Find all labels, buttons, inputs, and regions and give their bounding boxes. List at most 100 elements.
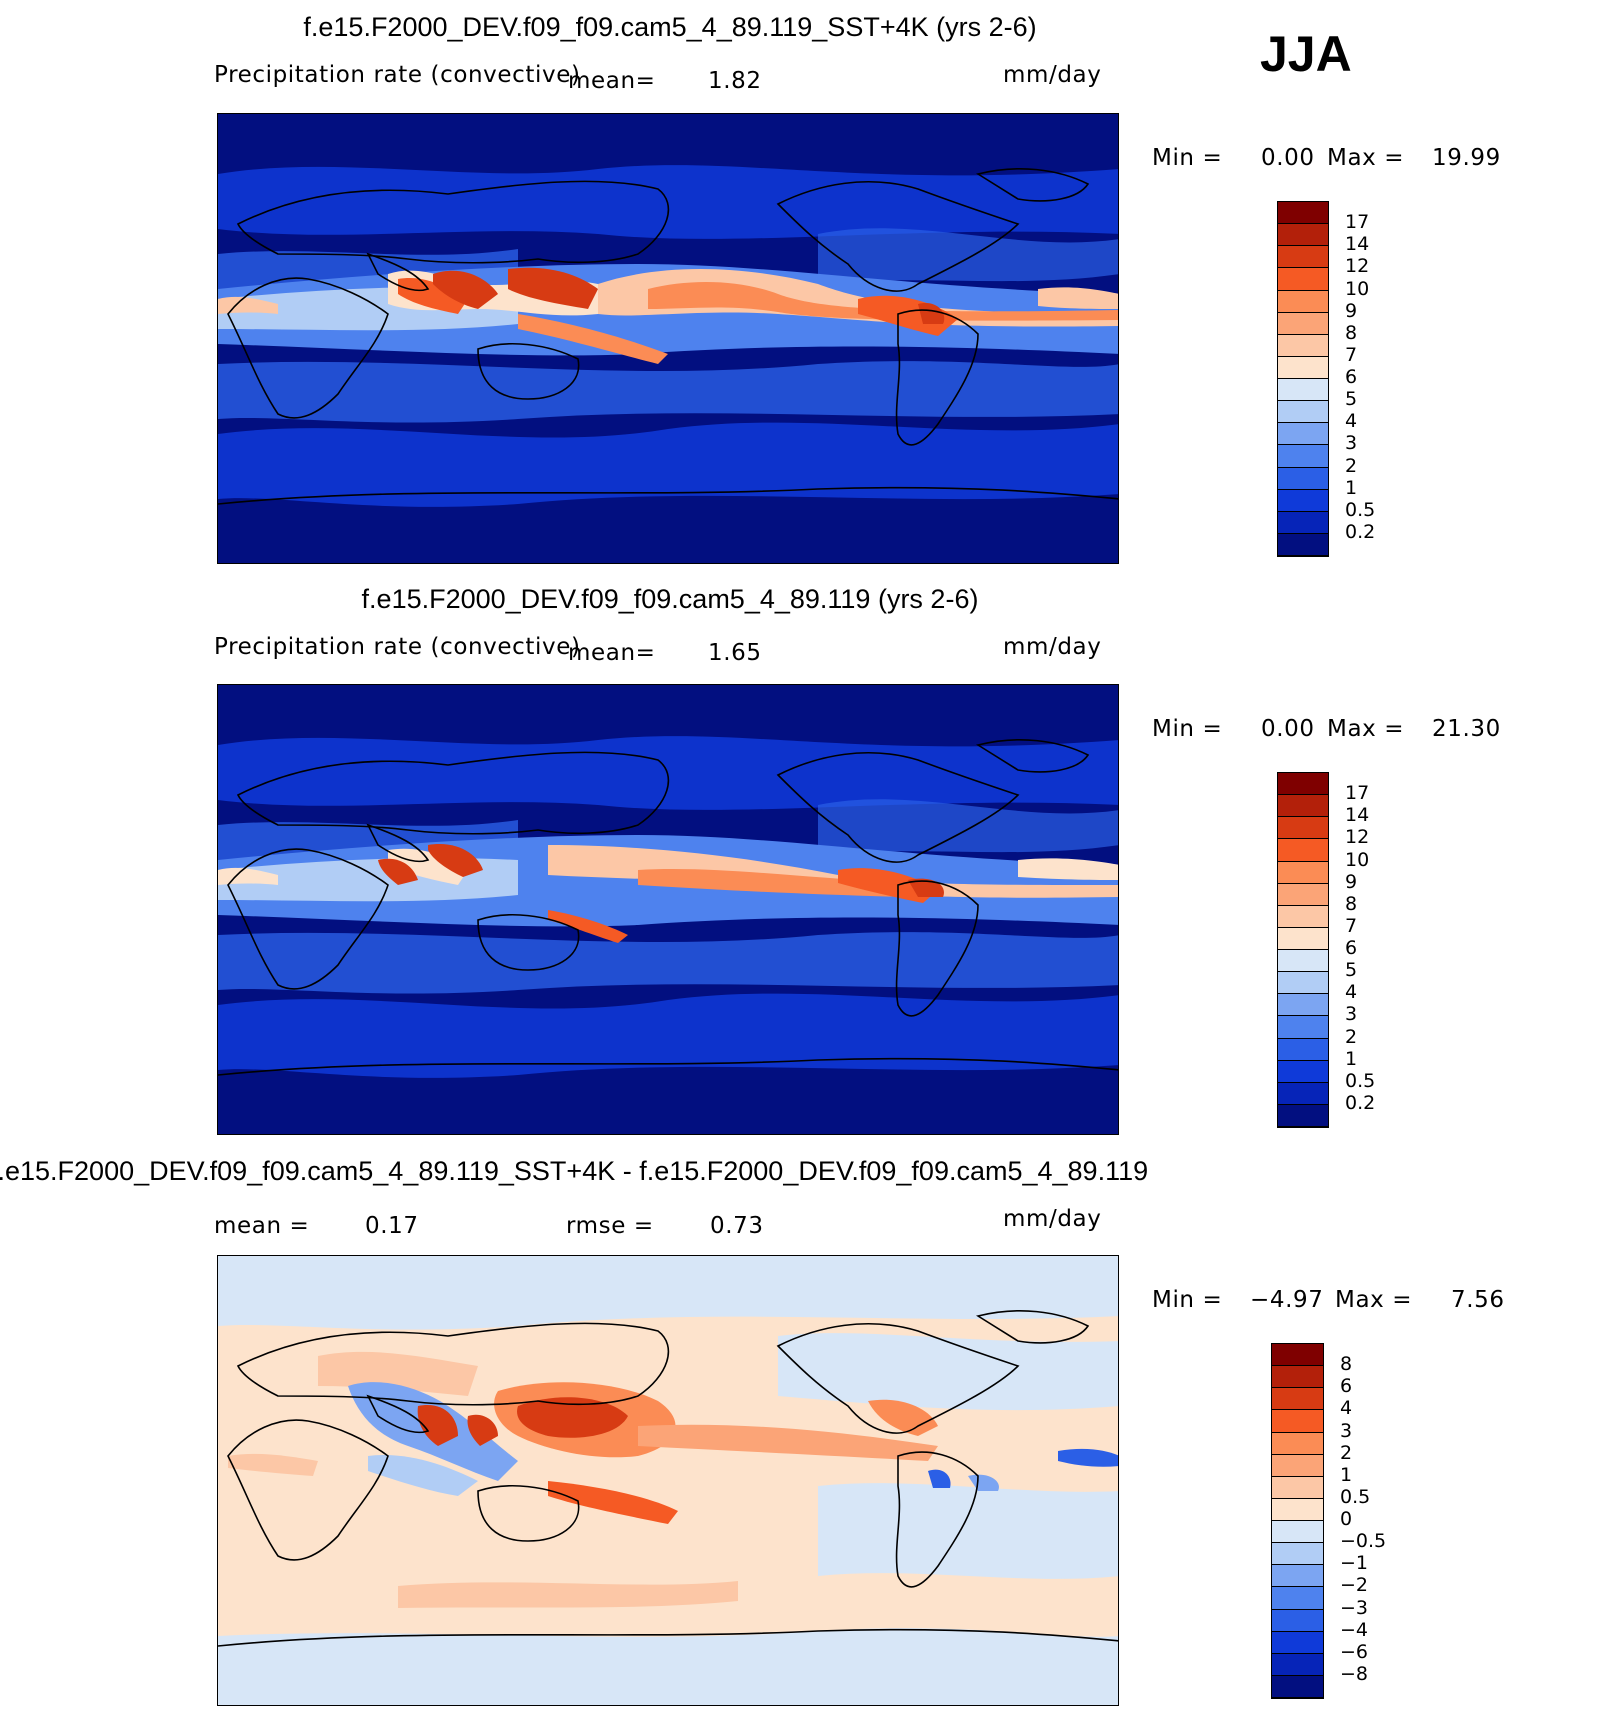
colorbar-tick-label: 5 [1345,959,1358,982]
precip-field [218,736,1118,1078]
colorbar-swatch [1278,1082,1328,1105]
colorbar-swatch [1272,1344,1323,1367]
panel-2-min-label: Min = [1152,716,1223,742]
colorbar-swatch [1278,467,1328,490]
colorbar-swatch [1272,1432,1323,1455]
colorbar-tick-label: 10 [1345,277,1370,300]
panel-3-min-value: −4.97 [1250,1287,1324,1313]
panel-1-mean-value: 1.82 [708,68,762,94]
colorbar-swatch [1278,1104,1328,1127]
colorbar-tick-label: 3 [1345,1003,1358,1026]
panel-2-mean-label: mean= [568,640,656,666]
colorbar-swatch [1278,883,1328,906]
colorbar-swatch [1278,950,1328,973]
season-label: JJA [1260,26,1352,82]
colorbar-swatch [1278,202,1328,225]
difference-field [218,1256,1118,1705]
panel-3-mean-label: mean = [214,1213,310,1239]
colorbar-swatch [1278,927,1328,950]
panel-2-mean-value: 1.65 [708,640,762,666]
panel-3-max-value: 7.56 [1451,1287,1505,1313]
panel-3-max-label: Max = [1335,1287,1413,1313]
colorbar-tick-label: −2 [1340,1574,1369,1597]
colorbar-swatch [1272,1366,1323,1389]
panel-1-variable: Precipitation rate (convective) [214,62,581,88]
colorbar-swatch [1272,1631,1323,1654]
colorbar-tick-label: 4 [1345,981,1358,1004]
colorbar-swatch [1272,1543,1323,1566]
colorbar-swatch [1278,445,1328,468]
colorbar-swatch [1272,1476,1323,1499]
colorbar-swatch [1278,334,1328,357]
colorbar-swatch [1278,994,1328,1017]
panel-2-units: mm/day [1003,634,1102,660]
panel-2-max-value: 21.30 [1432,716,1501,742]
colorbar-tick-label: 3 [1340,1419,1353,1442]
panel-2-min-value: 0.00 [1261,716,1315,742]
colorbar-tick-label: 12 [1345,826,1370,849]
colorbar-tick-label: 5 [1345,388,1358,411]
panel-3-mean-value: 0.17 [365,1213,419,1239]
colorbar-tick-label: 9 [1345,299,1358,322]
panel-2-map [217,684,1119,1135]
colorbar-swatch [1278,290,1328,313]
colorbar-tick-label: 2 [1345,1025,1358,1048]
colorbar-swatch [1278,312,1328,335]
colorbar-swatch [1278,533,1328,556]
panel-1-mean-label: mean= [568,68,656,94]
colorbar-tick-label: 1 [1340,1463,1353,1486]
colorbar-tick-label: 2 [1345,454,1358,477]
panel-1-map [217,113,1119,564]
panel-1-title: f.e15.F2000_DEV.f09_f09.cam5_4_89.119_SS… [303,12,1037,42]
colorbar-tick-label: 8 [1340,1353,1353,1376]
panel-1-max-value: 19.99 [1432,145,1501,171]
colorbar-swatch [1278,489,1328,512]
colorbar-tick-label: 7 [1345,343,1358,366]
colorbar-tick-label: 14 [1345,804,1370,827]
panel-3-title: f.e15.F2000_DEV.f09_f09.cam5_4_89.119_SS… [0,1156,1149,1186]
panel-2-colorbar [1277,772,1329,1128]
colorbar-tick-label: 7 [1345,914,1358,937]
colorbar-swatch [1272,1410,1323,1433]
colorbar-swatch [1272,1587,1323,1610]
colorbar-swatch [1278,861,1328,884]
colorbar-swatch [1278,905,1328,928]
panel-1-min-label: Min = [1152,145,1223,171]
colorbar-swatch [1278,224,1328,247]
colorbar-swatch [1272,1675,1323,1698]
colorbar-tick-label: 8 [1345,892,1358,915]
colorbar-tick-label: 6 [1340,1375,1353,1398]
panel-3-rmse-label: rmse = [566,1213,654,1239]
colorbar-tick-label: 6 [1345,937,1358,959]
panel-3-rmse-value: 0.73 [710,1213,764,1239]
panel-2-variable: Precipitation rate (convective) [214,634,581,660]
colorbar-tick-label: 0.5 [1345,498,1376,521]
colorbar-swatch [1272,1454,1323,1477]
colorbar-swatch [1278,1060,1328,1083]
panel-3-min-label: Min = [1152,1287,1223,1313]
colorbar-swatch [1278,817,1328,840]
panel-1-max-label: Max = [1327,145,1405,171]
panel-3-map [217,1255,1119,1706]
colorbar-swatch [1278,1016,1328,1039]
colorbar-tick-label: 6 [1345,366,1358,388]
coastlines [218,168,1118,505]
colorbar-swatch [1272,1388,1323,1411]
colorbar-tick-label: 1 [1345,1047,1358,1070]
colorbar-swatch [1278,972,1328,995]
colorbar-swatch [1272,1609,1323,1632]
colorbar-tick-label: 0 [1340,1508,1353,1530]
panel-1-min-value: 0.00 [1261,145,1315,171]
colorbar-swatch [1272,1498,1323,1521]
colorbar-swatch [1278,356,1328,379]
colorbar-tick-label: −8 [1340,1662,1369,1685]
colorbar-swatch [1272,1521,1323,1544]
colorbar-tick-label: 12 [1345,255,1370,278]
colorbar-tick-label: −6 [1340,1640,1369,1663]
panel-1-units: mm/day [1003,62,1102,88]
colorbar-tick-label: 0.2 [1345,1091,1376,1114]
colorbar-swatch [1278,839,1328,862]
colorbar-swatch [1272,1653,1323,1676]
colorbar-tick-label: 17 [1345,782,1370,805]
colorbar-tick-label: −0.5 [1340,1530,1387,1553]
